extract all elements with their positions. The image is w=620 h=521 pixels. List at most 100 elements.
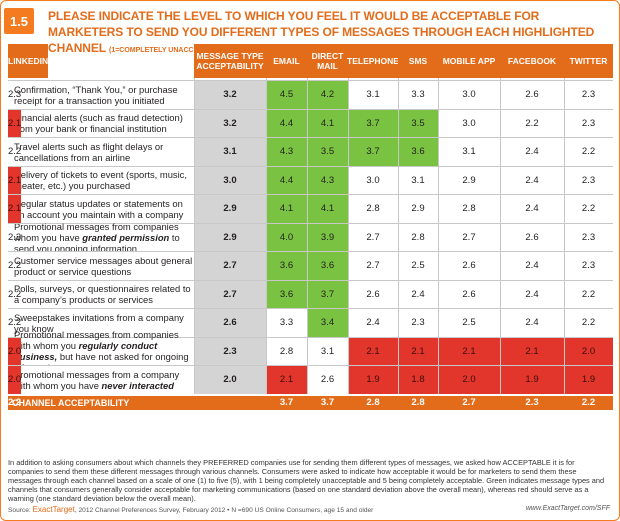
channel-value-cell: 2.2 (564, 194, 613, 223)
row-label: Financial alerts (such as fraud detectio… (8, 108, 194, 137)
column-divider (307, 78, 308, 394)
channel-value-cell: 2.4 (500, 279, 564, 309)
channel-value-cell: 2.1 (438, 336, 500, 365)
acceptability-cell: 3.2 (194, 108, 266, 137)
acceptability-cell: 3.0 (194, 165, 266, 194)
channel-value-cell: 2.4 (348, 308, 398, 337)
channel-value-cell: 2.3 (8, 80, 22, 109)
channel-value-cell: 2.4 (500, 308, 564, 337)
channel-value-cell: 2.6 (438, 251, 500, 280)
source-url: www.ExactTarget.com/SFF (525, 505, 610, 512)
channel-acceptability-value: 2.2 (581, 397, 596, 408)
channel-acceptability-bar: CHANNEL ACCEPTABILITY (8, 395, 613, 410)
channel-value-cell: 2.1 (398, 336, 438, 365)
channel-value-cell: 2.0 (8, 365, 22, 394)
channel-value-cell: 2.0 (438, 365, 500, 394)
channel-value-cell: 2.5 (398, 251, 438, 280)
channel-value-cell: 3.3 (266, 308, 307, 337)
channel-value-cell: 3.1 (307, 336, 348, 366)
column-divider (194, 78, 195, 394)
channel-value-cell: 2.2 (8, 137, 22, 166)
channel-value-cell: 3.7 (348, 108, 398, 137)
methodology-note: In addition to asking consumers about wh… (8, 458, 605, 503)
column-divider (438, 78, 439, 394)
channel-value-cell: 2.3 (564, 165, 613, 195)
column-divider (500, 78, 501, 394)
channel-value-cell: 2.6 (348, 279, 398, 309)
channel-value-cell: 3.5 (307, 137, 348, 166)
channel-value-cell: 2.3 (8, 222, 22, 252)
channel-value-cell: 2.7 (348, 251, 398, 280)
channel-value-cell: 3.1 (348, 80, 398, 109)
channel-value-cell: 2.8 (348, 194, 398, 223)
channel-value-cell: 2.3 (564, 251, 613, 280)
channel-value-cell: 1.9 (348, 365, 398, 394)
channel-value-cell: 3.6 (266, 251, 307, 280)
channel-value-cell: 4.5 (266, 80, 307, 109)
column-header-sms: SMS (398, 44, 438, 78)
row-label: Regular status updates or statements on … (8, 194, 194, 223)
channel-acceptability-value: 2.3 (525, 397, 539, 408)
channel-value-cell: 2.7 (348, 222, 398, 252)
channel-value-cell: 2.4 (500, 137, 564, 166)
channel-value-cell: 4.3 (266, 137, 307, 166)
channel-value-cell: 3.5 (398, 108, 438, 137)
channel-value-cell: 3.7 (307, 279, 348, 308)
figure-number: 1.5 (4, 8, 34, 34)
channel-value-cell: 3.6 (398, 137, 438, 166)
channel-value-cell: 2.3 (564, 108, 613, 138)
channel-value-cell: 2.3 (398, 308, 438, 337)
acceptability-cell: 2.0 (194, 365, 266, 394)
channel-value-cell: 1.9 (564, 365, 613, 394)
channel-value-cell: 3.1 (438, 137, 500, 166)
channel-value-cell: 2.8 (438, 194, 500, 223)
column-header-facebook: FACEBOOK (500, 44, 564, 78)
channel-value-cell: 2.4 (500, 165, 564, 195)
channel-value-cell: 2.6 (500, 222, 564, 252)
row-label: Delivery of tickets to event (sports, mu… (8, 165, 194, 194)
channel-value-cell: 2.2 (8, 308, 22, 337)
column-header-email: EMAIL (266, 44, 307, 78)
source-brand: ExactTarget (32, 505, 75, 514)
channel-acceptability-value: 3.7 (279, 397, 294, 408)
row-label: Customer service messages about general … (8, 251, 194, 280)
channel-acceptability-value: 2.2 (8, 397, 22, 408)
title-text: PLEASE INDICATE THE LEVEL TO WHICH YOU F… (48, 9, 595, 55)
channel-value-cell: 1.9 (500, 365, 564, 394)
channel-value-cell: 2.8 (266, 336, 307, 366)
channel-value-cell: 2.6 (307, 365, 348, 394)
channel-value-cell: 2.1 (8, 108, 22, 137)
channel-value-cell: 3.1 (398, 165, 438, 195)
channel-value-cell: 4.4 (266, 165, 307, 194)
channel-value-cell: 4.1 (307, 108, 348, 137)
channel-value-cell: 1.8 (398, 365, 438, 394)
column-divider (398, 78, 399, 394)
channel-value-cell: 2.1 (8, 194, 22, 223)
channel-value-cell: 2.3 (564, 80, 613, 109)
acceptability-cell: 3.2 (194, 80, 266, 109)
column-divider (266, 78, 267, 394)
channel-value-cell: 2.0 (564, 336, 613, 365)
channel-value-cell: 2.7 (438, 222, 500, 252)
channel-value-cell: 2.2 (8, 251, 22, 280)
channel-acceptability-value: 2.8 (366, 397, 380, 408)
channel-value-cell: 2.2 (564, 308, 613, 337)
channel-value-cell: 4.0 (266, 222, 307, 251)
channel-value-cell: 4.1 (266, 194, 307, 223)
channel-value-cell: 3.3 (398, 80, 438, 109)
channel-value-cell: 2.1 (266, 365, 307, 394)
channel-value-cell: 4.1 (307, 194, 348, 223)
source-prefix: Source: (8, 507, 31, 514)
acceptability-cell: 2.9 (194, 194, 266, 223)
acceptability-cell: 2.7 (194, 251, 266, 280)
channel-value-cell: 2.0 (8, 336, 22, 365)
row-label: Promotional messages from companies with… (8, 329, 194, 373)
channel-acceptability-value: 2.8 (411, 397, 425, 408)
column-header-twitter: TWITTER (564, 44, 613, 78)
acceptability-cell: 2.7 (194, 279, 266, 308)
channel-value-cell: 3.6 (307, 251, 348, 280)
channel-value-cell: 2.4 (500, 194, 564, 223)
channel-value-cell: 2.2 (564, 137, 613, 166)
channel-value-cell: 2.1 (500, 336, 564, 365)
channel-value-cell: 4.2 (307, 80, 348, 109)
